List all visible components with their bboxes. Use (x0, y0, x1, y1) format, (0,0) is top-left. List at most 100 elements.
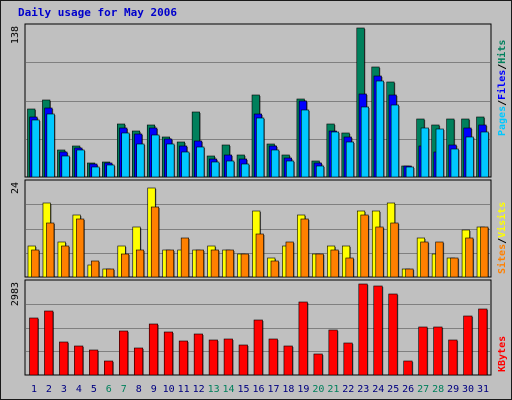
sites-bar (465, 237, 474, 278)
day-label: 30 (462, 384, 474, 395)
pages-bar (420, 127, 429, 178)
pages-bar (405, 166, 414, 178)
kbytes-bar (358, 283, 368, 376)
pages-bar (46, 113, 55, 178)
day-label: 25 (387, 384, 399, 395)
day-label: 28 (432, 384, 444, 395)
y-max-label: 24 (10, 182, 21, 194)
legend-pages-files-hits-part: Pages (497, 106, 508, 136)
kbytes-bar (238, 344, 248, 376)
page-title: Daily usage for May 2006 (18, 6, 177, 19)
kbytes-bar (313, 353, 323, 376)
sites-bar (390, 222, 399, 278)
kbytes-bar (418, 326, 428, 376)
pages-bar (106, 164, 115, 178)
kbytes-bar (403, 360, 413, 376)
sites-bar (135, 249, 145, 278)
kbytes-bar (89, 349, 99, 376)
sites-bar (360, 214, 369, 278)
sites-bar (61, 245, 70, 278)
pages-bar (301, 109, 310, 178)
legend-pages-files-hits: Pages/Files/Hits (496, 40, 508, 136)
kbytes-bar (223, 338, 233, 376)
pages-bar (330, 131, 340, 178)
sites-bar (240, 253, 249, 278)
day-label: 26 (402, 384, 414, 395)
kbytes-bar (193, 333, 203, 376)
day-label: 1 (31, 384, 37, 395)
kbytes-bar (104, 360, 114, 376)
sites-bar (91, 260, 100, 278)
sites-bar (345, 257, 354, 278)
sites-bar (180, 237, 189, 278)
legend-pages-files-hits-part: Files (496, 70, 508, 100)
day-label: 13 (208, 384, 220, 395)
pages-bar (465, 136, 474, 178)
pages-bar (450, 148, 459, 178)
day-label: 11 (178, 384, 190, 395)
kbytes-bar (463, 315, 473, 376)
kbytes-bar (59, 341, 69, 376)
kbytes-bar (268, 338, 278, 376)
kbytes-bar (148, 323, 159, 376)
day-label: 21 (327, 384, 339, 395)
kbytes-bar (343, 342, 353, 376)
pages-bar (31, 119, 40, 178)
legend-kbytes-part: KBytes (497, 336, 508, 372)
pages-bar (345, 141, 355, 178)
day-label: 8 (136, 384, 142, 395)
sites-bar (121, 253, 130, 278)
sites-bar (195, 249, 204, 278)
pages-bar (181, 151, 190, 178)
y-max-label: 2983 (10, 282, 21, 306)
day-label: 29 (447, 384, 459, 395)
kbytes-bar (74, 345, 84, 376)
pages-bar (271, 149, 280, 178)
kbytes-bar (119, 330, 129, 376)
day-label: 14 (223, 384, 235, 395)
day-label: 7 (121, 384, 127, 395)
kbytes-bar (208, 339, 218, 376)
pages-bar (480, 131, 489, 178)
kbytes-bar (283, 345, 293, 376)
sites-bar (150, 206, 160, 278)
sites-bar (375, 226, 384, 278)
y-max-label: 138 (10, 26, 21, 44)
pages-bar (121, 132, 130, 178)
pages-bar (360, 106, 369, 178)
day-label: 6 (106, 384, 112, 395)
day-label: 4 (76, 384, 82, 395)
pages-bar (76, 149, 85, 178)
day-label: 16 (252, 384, 264, 395)
pages-bar (166, 143, 175, 178)
kbytes-bar (253, 319, 263, 376)
pages-bar (196, 146, 205, 178)
day-label: 15 (238, 384, 250, 395)
kbytes-bar (433, 326, 443, 376)
legend-kbytes: KBytes (497, 336, 508, 372)
sites-bar (480, 226, 489, 278)
sites-bar (255, 233, 264, 278)
pages-bar (61, 155, 70, 178)
kbytes-bar (133, 347, 144, 376)
pages-bar (315, 165, 325, 178)
sites-bar (225, 249, 234, 278)
pages-bar (136, 143, 145, 178)
kbytes-bar (44, 310, 54, 376)
day-label: 31 (477, 384, 489, 395)
sites-bar (210, 249, 219, 278)
sites-bar (420, 241, 429, 278)
sites-bar (435, 241, 444, 278)
pages-bar (256, 117, 265, 178)
kbytes-bar (178, 340, 188, 376)
sites-bar (106, 268, 115, 278)
pages-bar (211, 161, 220, 178)
day-label: 5 (91, 384, 97, 395)
legend-sites-visits-part: / (497, 238, 508, 244)
sites-bar (450, 257, 459, 278)
pages-bar (226, 160, 235, 178)
day-label: 19 (297, 384, 309, 395)
legend-sites-visits-part: Sites (496, 244, 508, 274)
kbytes-bar (448, 339, 458, 376)
